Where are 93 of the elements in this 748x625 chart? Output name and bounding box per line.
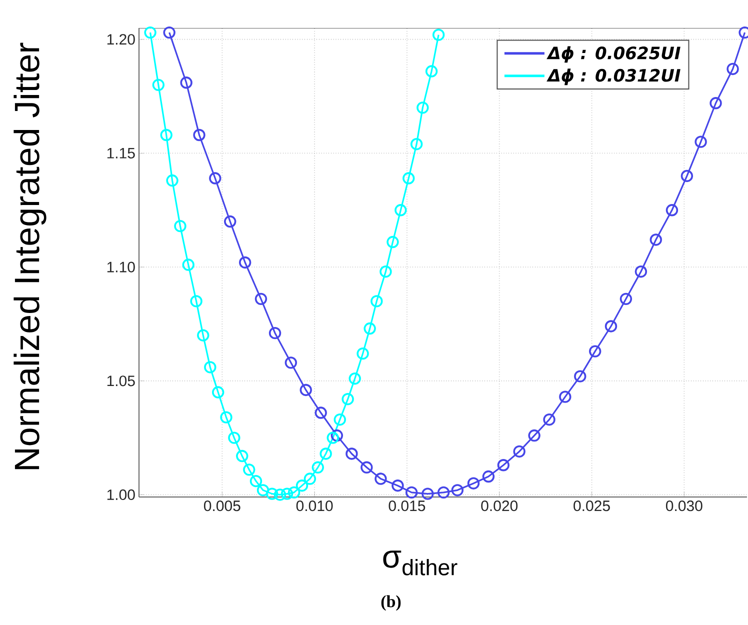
point	[326, 432, 339, 444]
point	[416, 102, 429, 114]
point	[304, 472, 316, 485]
point	[180, 76, 192, 89]
point	[250, 474, 262, 488]
text: (b)	[381, 595, 401, 611]
point	[238, 256, 252, 269]
legend-label: Δϕ : 0.0625UI	[546, 46, 680, 63]
point	[680, 170, 694, 182]
point	[228, 432, 240, 444]
point	[364, 322, 376, 335]
point	[243, 464, 256, 476]
point	[182, 258, 194, 271]
point	[374, 472, 387, 485]
x-tick-label: 0.015	[388, 500, 426, 512]
point	[386, 236, 399, 248]
point	[528, 429, 540, 442]
point	[236, 450, 248, 462]
y-tick-label: 1.00	[107, 489, 135, 500]
y-tick-label: 1.20	[107, 34, 135, 45]
point	[666, 204, 678, 216]
point	[588, 345, 602, 358]
point	[266, 488, 278, 500]
point	[346, 448, 358, 460]
y-tick-label: 1.10	[107, 262, 135, 272]
point	[166, 174, 178, 187]
point	[334, 413, 346, 426]
point	[274, 488, 286, 501]
point	[296, 480, 308, 492]
point	[360, 461, 373, 474]
x-tick-label: 0.010	[296, 500, 333, 512]
point	[694, 136, 707, 148]
point	[726, 62, 739, 76]
point	[254, 292, 268, 306]
point	[497, 459, 510, 472]
point	[710, 97, 722, 110]
point	[320, 448, 332, 460]
point	[543, 413, 556, 426]
point	[380, 266, 392, 278]
point	[451, 484, 464, 496]
point	[370, 295, 383, 308]
point	[634, 266, 648, 278]
point	[425, 65, 438, 78]
point	[288, 486, 300, 499]
x-tick-label: 0.020	[481, 500, 518, 512]
point	[574, 370, 586, 382]
point	[392, 480, 404, 492]
point	[300, 384, 312, 396]
point	[174, 220, 186, 232]
point	[513, 445, 526, 458]
point	[224, 215, 236, 228]
point	[204, 361, 216, 374]
point	[268, 326, 282, 340]
point	[348, 372, 361, 385]
y-tick-label: 1.15	[107, 148, 135, 158]
point	[559, 390, 572, 403]
point	[620, 292, 632, 306]
x-tick-label: 0.025	[574, 500, 610, 512]
point	[410, 138, 423, 150]
y-axis-title: Normalized Integrated Jitter	[14, 42, 46, 470]
point	[604, 320, 618, 332]
point	[284, 356, 298, 369]
point	[197, 329, 210, 342]
legend-label: Δϕ : 0.0312UI	[546, 68, 680, 86]
point	[163, 26, 176, 39]
point	[209, 172, 222, 184]
point	[330, 429, 344, 442]
point	[432, 28, 445, 41]
point	[422, 488, 434, 500]
point	[650, 234, 662, 246]
x-tick-label: 0.005	[204, 500, 240, 512]
point	[467, 477, 480, 490]
point	[312, 461, 324, 474]
point	[356, 347, 369, 360]
point	[256, 484, 270, 496]
point	[152, 78, 165, 92]
point	[314, 406, 327, 419]
y-tick-label: 1.05	[107, 376, 135, 386]
point	[193, 128, 206, 142]
point	[405, 486, 418, 499]
point	[342, 393, 354, 406]
point	[402, 172, 415, 184]
x-tick-label: 0.030	[666, 500, 702, 512]
point	[394, 204, 407, 216]
point	[280, 488, 294, 500]
point	[144, 26, 156, 39]
x-axis-title: σ$_{dither}$	[383, 550, 458, 576]
point	[212, 386, 224, 398]
point	[220, 411, 232, 424]
point	[482, 470, 495, 483]
point	[160, 128, 172, 142]
point	[190, 295, 202, 308]
point	[437, 486, 450, 499]
